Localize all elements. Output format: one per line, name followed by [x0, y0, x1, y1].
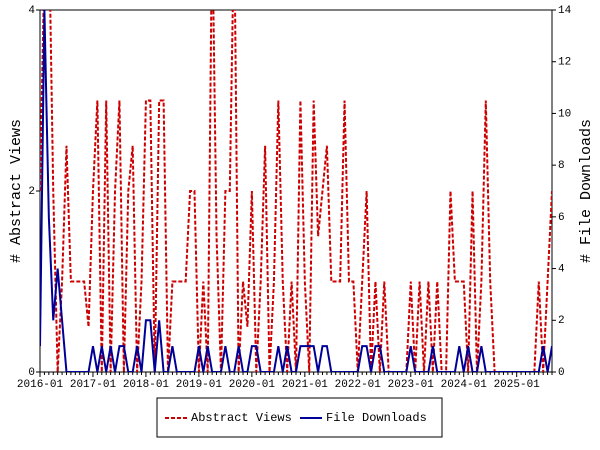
y2-axis-label: # File Downloads [578, 119, 595, 263]
legend-label: File Downloads [326, 411, 427, 425]
x-tick-label: 2024-01 [441, 379, 488, 391]
x-tick-label: 2017-01 [70, 379, 117, 391]
x-tick-label: 2019-01 [176, 379, 223, 391]
x-tick-label: 2016-01 [17, 379, 64, 391]
legend-label: Abstract Views [191, 411, 292, 425]
y2-tick-label: 2 [558, 315, 565, 327]
y2-tick-label: 10 [558, 108, 571, 120]
data-line [40, 10, 552, 372]
y2-tick-label: 12 [558, 57, 571, 69]
x-tick-label: 2025-01 [494, 379, 541, 391]
x-tick-label: 2020-01 [229, 379, 276, 391]
y2-tick-label: 14 [558, 5, 572, 17]
y-tick-label: 0 [28, 367, 35, 379]
data-line [40, 10, 552, 372]
x-tick-label: 2023-01 [388, 379, 435, 391]
y2-tick-label: 8 [558, 160, 565, 172]
legend [156, 397, 443, 438]
y-tick-label: 2 [28, 186, 35, 198]
y-axis-label: # Abstract Views [8, 119, 25, 263]
x-tick-label: 2021-01 [282, 379, 329, 391]
y2-tick-label: 6 [558, 212, 565, 224]
y2-tick-label: 4 [558, 263, 565, 275]
x-tick-label: 2018-01 [123, 379, 170, 391]
y-tick-label: 4 [28, 5, 35, 17]
x-tick-label: 2022-01 [335, 379, 382, 391]
y2-tick-label: 0 [558, 367, 565, 379]
